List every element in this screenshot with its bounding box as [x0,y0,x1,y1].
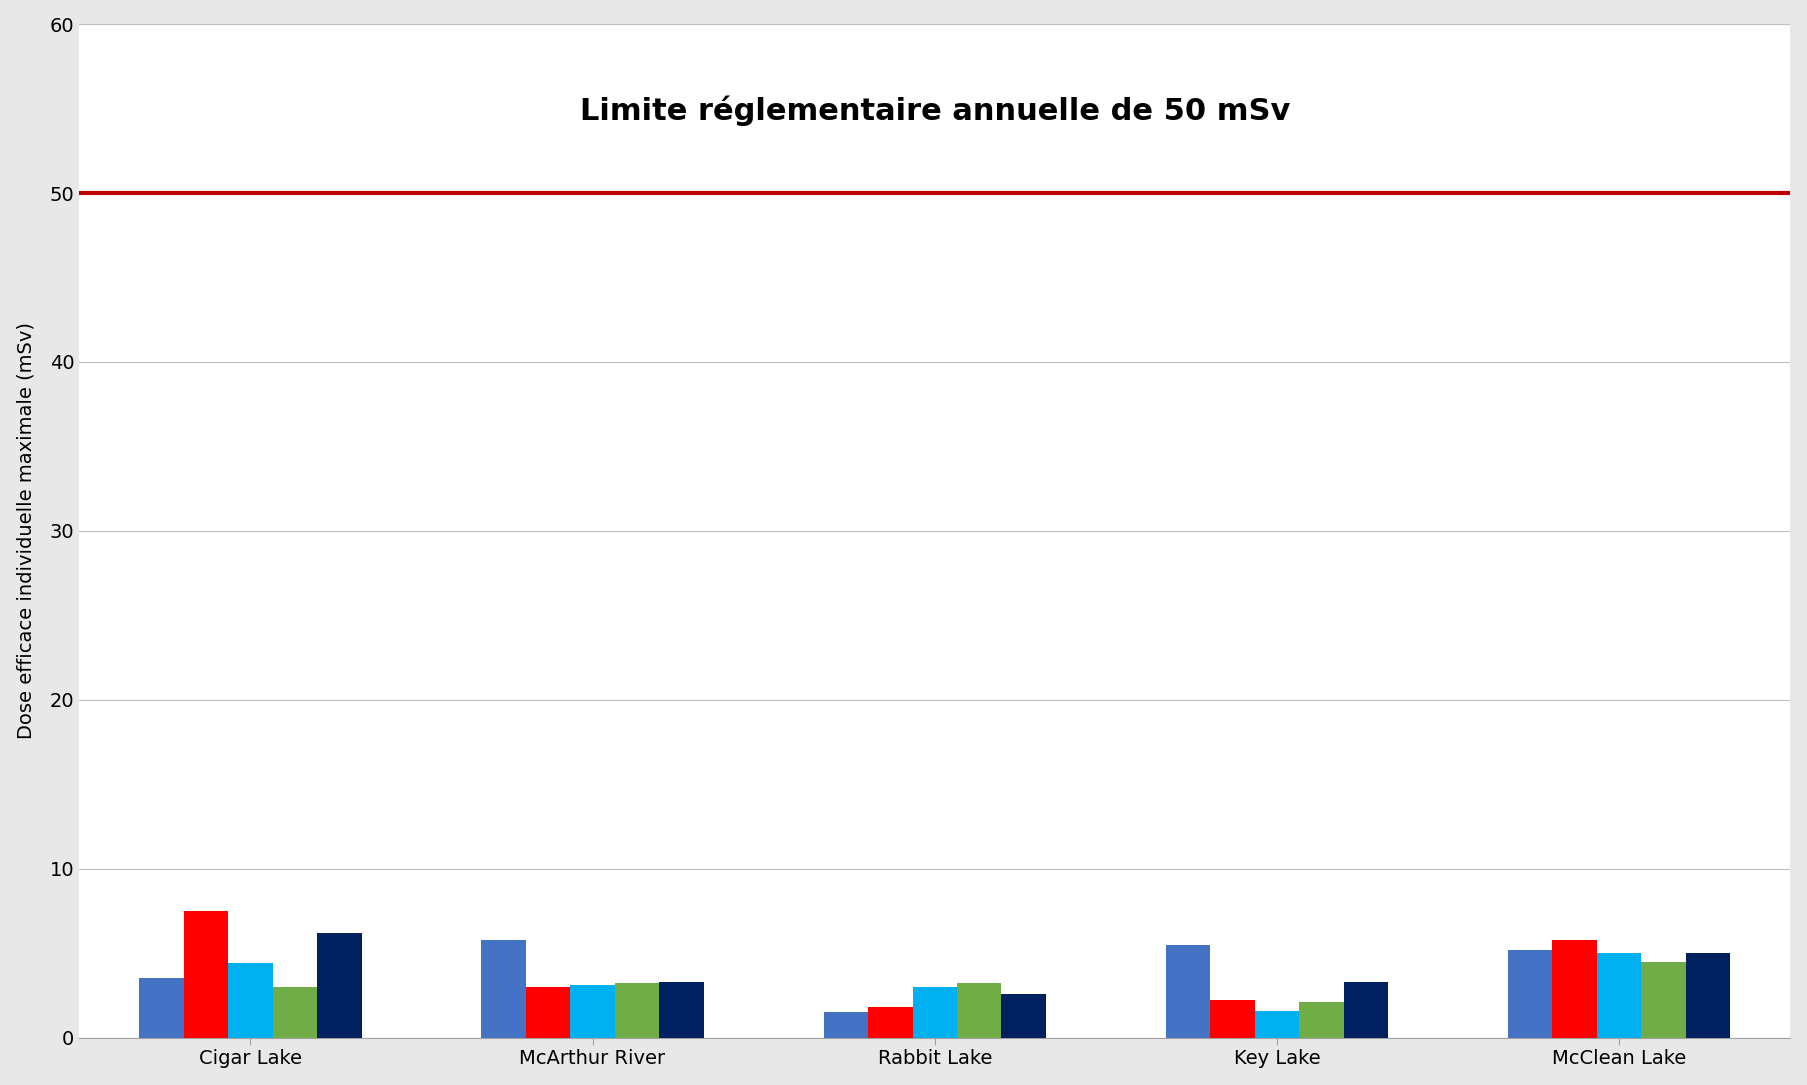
Bar [316,933,361,1037]
Bar [1001,994,1046,1037]
Bar [1344,982,1388,1037]
Bar [1641,961,1686,1037]
Bar [913,987,958,1037]
Bar [958,983,1001,1037]
Bar [1254,1010,1299,1037]
Bar [139,979,184,1037]
Bar [481,940,526,1037]
Bar [1299,1003,1344,1037]
Bar [228,963,273,1037]
Bar [867,1007,913,1037]
Bar [184,911,228,1037]
Bar [614,983,660,1037]
Bar [1686,953,1731,1037]
Text: Limite réglementaire annuelle de 50 mSv: Limite réglementaire annuelle de 50 mSv [580,95,1290,126]
Bar [1166,945,1211,1037]
Bar [1211,1000,1254,1037]
Bar [526,987,571,1037]
Bar [1509,949,1552,1037]
Bar [273,987,316,1037]
Bar [571,985,614,1037]
Bar [1597,953,1641,1037]
Bar [824,1012,867,1037]
Bar [1552,940,1597,1037]
Y-axis label: Dose efficace individuelle maximale (mSv): Dose efficace individuelle maximale (mSv… [16,322,36,739]
Bar [660,982,703,1037]
